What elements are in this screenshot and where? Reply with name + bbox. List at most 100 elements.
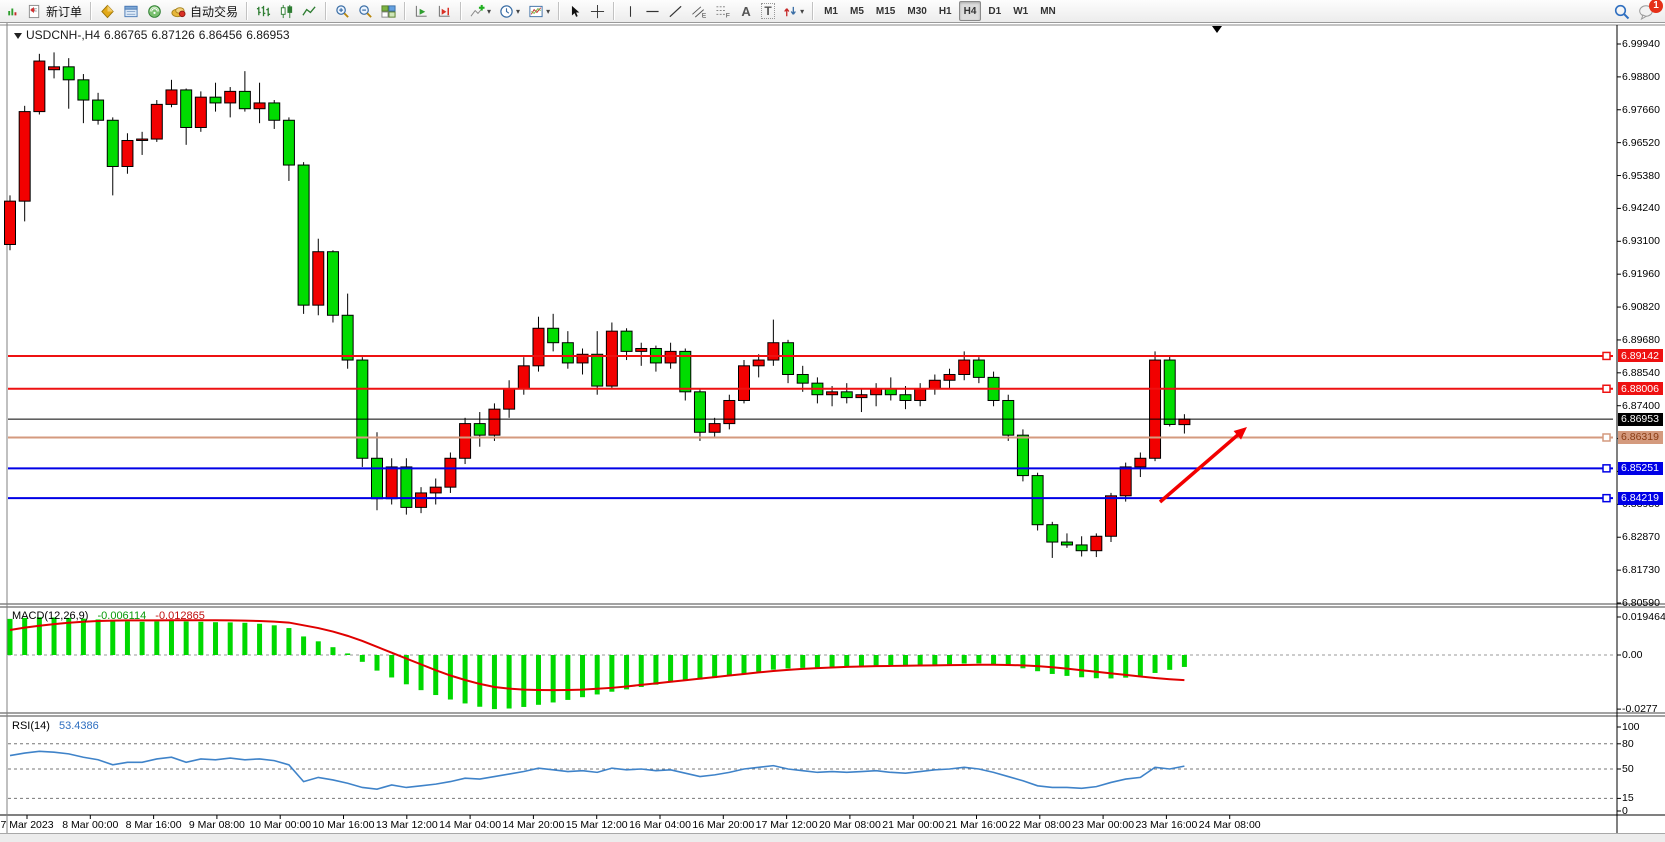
timeframe-m30-button[interactable]: M30 [907,5,927,17]
new-order-button[interactable]: 新订单 [24,1,85,21]
navigator-icon[interactable] [144,1,165,21]
rsi-name: RSI(14) [12,720,50,732]
text-button[interactable]: A [736,1,756,21]
line-handle[interactable] [1602,433,1611,442]
timeframe-h4-button[interactable]: H4 [958,1,982,21]
crosshair-icon [590,4,605,19]
chart-collapse-icon[interactable] [14,33,22,39]
timeframe-d1-button[interactable]: D1 [988,5,1002,17]
macd-histogram-bar [991,655,997,665]
candle-up [1105,495,1117,537]
toolbar-separator [404,2,407,20]
templates-button[interactable]: ▾ [525,1,553,21]
data-window-icon[interactable] [120,1,142,21]
candle-up [4,200,16,245]
arrows-button[interactable]: ▾ [780,1,807,21]
line-handle[interactable] [1602,493,1611,503]
vertical-line-button[interactable] [620,1,640,21]
cursor-icon [568,4,582,19]
candle-down [371,457,383,500]
toolbar-separator [460,2,463,20]
dropdown-arrow-icon[interactable]: ▾ [487,6,492,16]
search-button[interactable] [1611,2,1633,22]
candle-down [268,102,281,121]
macd-histogram-bar [7,618,13,655]
line-handle[interactable] [1602,351,1611,361]
horizontal-line-button[interactable] [642,1,663,21]
macd-histogram-bar [506,655,512,709]
macd-histogram-bar [682,655,688,681]
price-tick-label: 6.82870 [1622,531,1660,544]
candle-down [77,79,90,101]
macd-histogram-bar [770,655,776,670]
candle-down [473,423,486,436]
candle-up [33,60,46,113]
notifications-button[interactable]: 1 [1635,0,1663,22]
timeframe-m5-button[interactable]: M5 [850,5,864,17]
time-tick-label: 14 Mar 20:00 [502,819,565,831]
price-tick-label: 6.99940 [1622,38,1660,50]
trendline-icon [668,4,683,19]
periods-button[interactable]: ▾ [496,1,523,21]
macd-histogram-bar [947,655,953,665]
time-tick-label: 7 Mar 2023 [0,819,54,831]
arrow-annotation[interactable] [1158,430,1243,504]
timeframe-mn-button[interactable]: MN [1040,5,1056,17]
line-chart-button[interactable] [299,1,320,21]
candle-down [400,466,413,508]
dropdown-arrow-icon[interactable]: ▾ [800,6,805,16]
candle-down [591,353,604,387]
tile-windows-button[interactable] [378,1,399,21]
candle-up [767,342,780,361]
time-tick-label: 9 Mar 08:00 [188,819,245,831]
candle-down [282,119,295,166]
time-tick-label: 22 Mar 08:00 [1008,819,1071,831]
macd-histogram-bar [1123,655,1129,678]
macd-histogram-bar [168,621,174,655]
auto-scroll-button[interactable] [411,1,432,21]
fibonacci-button[interactable]: F [712,1,734,21]
macd-histogram-bar [1137,655,1143,676]
price-tick-label: 6.93100 [1622,235,1660,248]
candle-down [1002,399,1015,436]
autotrade-button[interactable]: 自动交易 [167,1,241,21]
candle-down [1163,359,1176,425]
time-tick-label: 21 Mar 16:00 [945,819,1008,831]
macd-histogram-bar [403,655,409,685]
macd-histogram-bar [594,655,600,695]
candle-up [1119,466,1132,497]
candle-down [972,359,985,378]
time-tick-label: 20 Mar 08:00 [818,819,881,831]
line-handle[interactable] [1602,384,1611,394]
market-watch-icon[interactable] [97,1,118,21]
chart-shift-marker[interactable] [1212,26,1222,33]
candlestick-chart-button[interactable] [276,1,297,21]
timeframe-h1-button[interactable]: H1 [938,5,952,17]
chart-shift-button[interactable] [434,1,455,21]
timeframe-w1-button[interactable]: W1 [1013,5,1029,17]
macd-histogram-bar [345,653,351,655]
indicators-button[interactable]: ▾ [467,1,494,21]
text-label-button[interactable]: T [758,1,778,21]
bar-chart-button[interactable] [253,1,274,21]
candle-up [928,379,941,390]
cursor-button[interactable] [565,1,585,21]
line-handle[interactable] [1602,464,1611,473]
timeframe-m1-button[interactable]: M1 [824,5,838,17]
zoom-out-button[interactable] [355,1,376,21]
dropdown-arrow-icon[interactable]: ▾ [546,6,551,16]
candle-up [517,365,530,390]
candle-down [561,342,574,364]
candle-up [723,399,736,425]
zoom-in-button[interactable] [332,1,353,21]
macd-histogram-bar [154,621,160,655]
candle-up [415,492,428,508]
timeframe-m15-button[interactable]: M15 [875,5,896,17]
equidistant-channel-button[interactable]: E [688,1,710,21]
trendline-button[interactable] [665,1,686,21]
macd-histogram-bar [1152,655,1158,673]
dropdown-arrow-icon[interactable]: ▾ [516,6,521,16]
macd-histogram-bar [477,655,483,707]
crosshair-button[interactable] [587,1,608,21]
